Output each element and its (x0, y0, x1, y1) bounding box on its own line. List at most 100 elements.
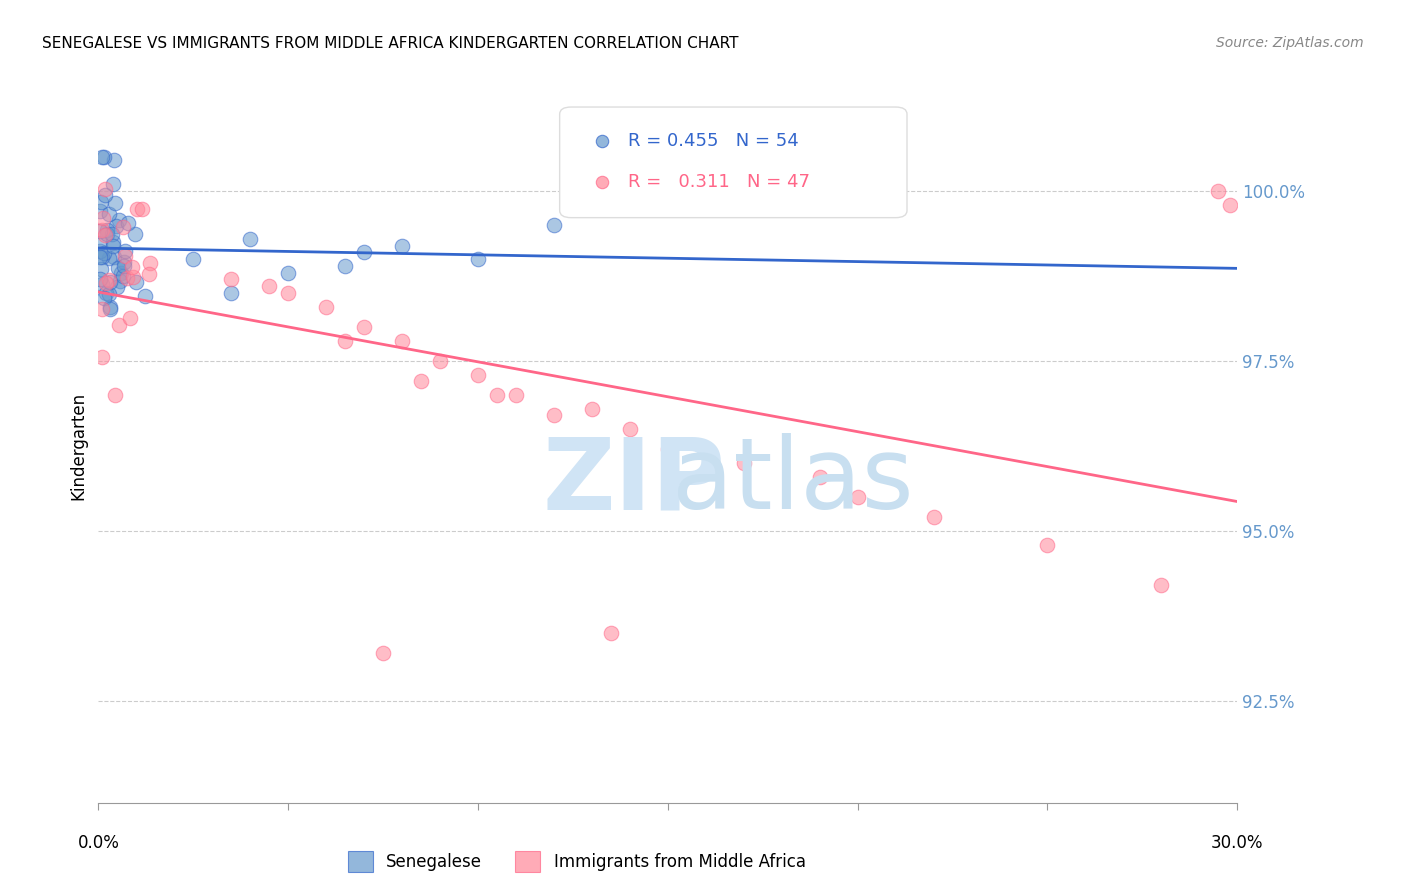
Point (104, 219, 127, 233)
Point (101, 177, 124, 191)
Point (98, 207, 121, 221)
Point (277, 266, 299, 280)
Point (89, 203, 111, 218)
Point (259, 279, 281, 293)
Point (121, 260, 143, 275)
Point (1036, 537, 1059, 551)
Point (93, 246, 115, 260)
Point (353, 320, 375, 334)
Point (93, 150, 115, 164)
Point (104, 388, 127, 402)
Point (391, 334, 413, 348)
Point (315, 300, 337, 314)
Point (221, 286, 243, 301)
Point (90, 261, 112, 276)
Text: R = 0.455   N = 54: R = 0.455 N = 54 (628, 132, 799, 150)
Point (277, 286, 299, 301)
Point (391, 238, 413, 252)
Point (108, 274, 131, 288)
Point (114, 249, 136, 263)
Text: SENEGALESE VS IMMIGRANTS FROM MIDDLE AFRICA KINDERGARTEN CORRELATION CHART: SENEGALESE VS IMMIGRANTS FROM MIDDLE AFR… (42, 36, 738, 51)
Point (91, 301, 114, 316)
Point (96, 222, 118, 236)
Point (108, 213, 131, 227)
Point (89, 250, 111, 264)
Point (120, 310, 142, 325)
Point (505, 388, 527, 402)
Point (107, 318, 129, 332)
Point (114, 244, 136, 258)
Y-axis label: Kindergarten: Kindergarten (69, 392, 87, 500)
Point (124, 227, 146, 241)
Legend: Senegalese, Immigrants from Middle Africa: Senegalese, Immigrants from Middle Afric… (339, 843, 814, 880)
Text: R =   0.311   N = 47: R = 0.311 N = 47 (628, 173, 810, 191)
Point (467, 368, 489, 382)
Point (94, 182, 117, 196)
Point (429, 354, 451, 368)
Point (98, 275, 121, 289)
Point (1219, 198, 1241, 212)
Point (335, 259, 357, 273)
Point (467, 252, 489, 266)
Point (117, 216, 139, 230)
Text: 0.0%: 0.0% (77, 834, 120, 852)
Point (98, 300, 121, 314)
Point (98, 272, 121, 286)
Point (122, 270, 145, 285)
Point (110, 266, 132, 280)
Point (107, 280, 129, 294)
Point (107, 260, 129, 275)
Point (600, 626, 623, 640)
Point (91, 277, 114, 291)
Point (125, 202, 148, 216)
FancyBboxPatch shape (560, 107, 907, 218)
Point (96, 227, 118, 242)
Point (111, 220, 134, 235)
Point (846, 490, 869, 504)
Point (112, 259, 135, 273)
Point (371, 646, 394, 660)
Point (411, 375, 433, 389)
Point (1208, 184, 1230, 198)
Point (94, 276, 117, 290)
Point (543, 218, 565, 232)
Point (94, 187, 117, 202)
Point (104, 196, 127, 211)
Point (103, 153, 125, 167)
Point (183, 252, 205, 266)
Point (90, 150, 112, 164)
Point (543, 409, 565, 423)
Point (93, 292, 115, 306)
Point (89, 272, 111, 286)
Point (131, 202, 153, 217)
Point (90, 194, 112, 209)
Point (808, 469, 831, 483)
Text: ZIP: ZIP (543, 434, 725, 530)
Point (657, 442, 679, 457)
Point (100, 301, 122, 316)
Point (221, 272, 243, 286)
Point (112, 268, 135, 283)
Point (353, 245, 375, 260)
Point (98, 286, 121, 301)
Point (486, 388, 509, 402)
Point (112, 255, 135, 269)
Point (94, 286, 117, 301)
Point (138, 268, 160, 282)
Point (239, 232, 262, 246)
Point (695, 442, 717, 457)
Point (89, 224, 111, 238)
Point (619, 422, 641, 436)
Text: Source: ZipAtlas.com: Source: ZipAtlas.com (1216, 36, 1364, 50)
Point (1150, 578, 1173, 592)
Point (91, 223, 114, 237)
Point (97, 251, 120, 265)
Point (733, 456, 755, 470)
Point (91, 350, 114, 364)
Text: 30.0%: 30.0% (1211, 834, 1264, 852)
Point (139, 255, 162, 269)
Point (103, 238, 125, 252)
Point (93, 227, 115, 242)
Point (922, 510, 945, 524)
Point (103, 250, 125, 264)
